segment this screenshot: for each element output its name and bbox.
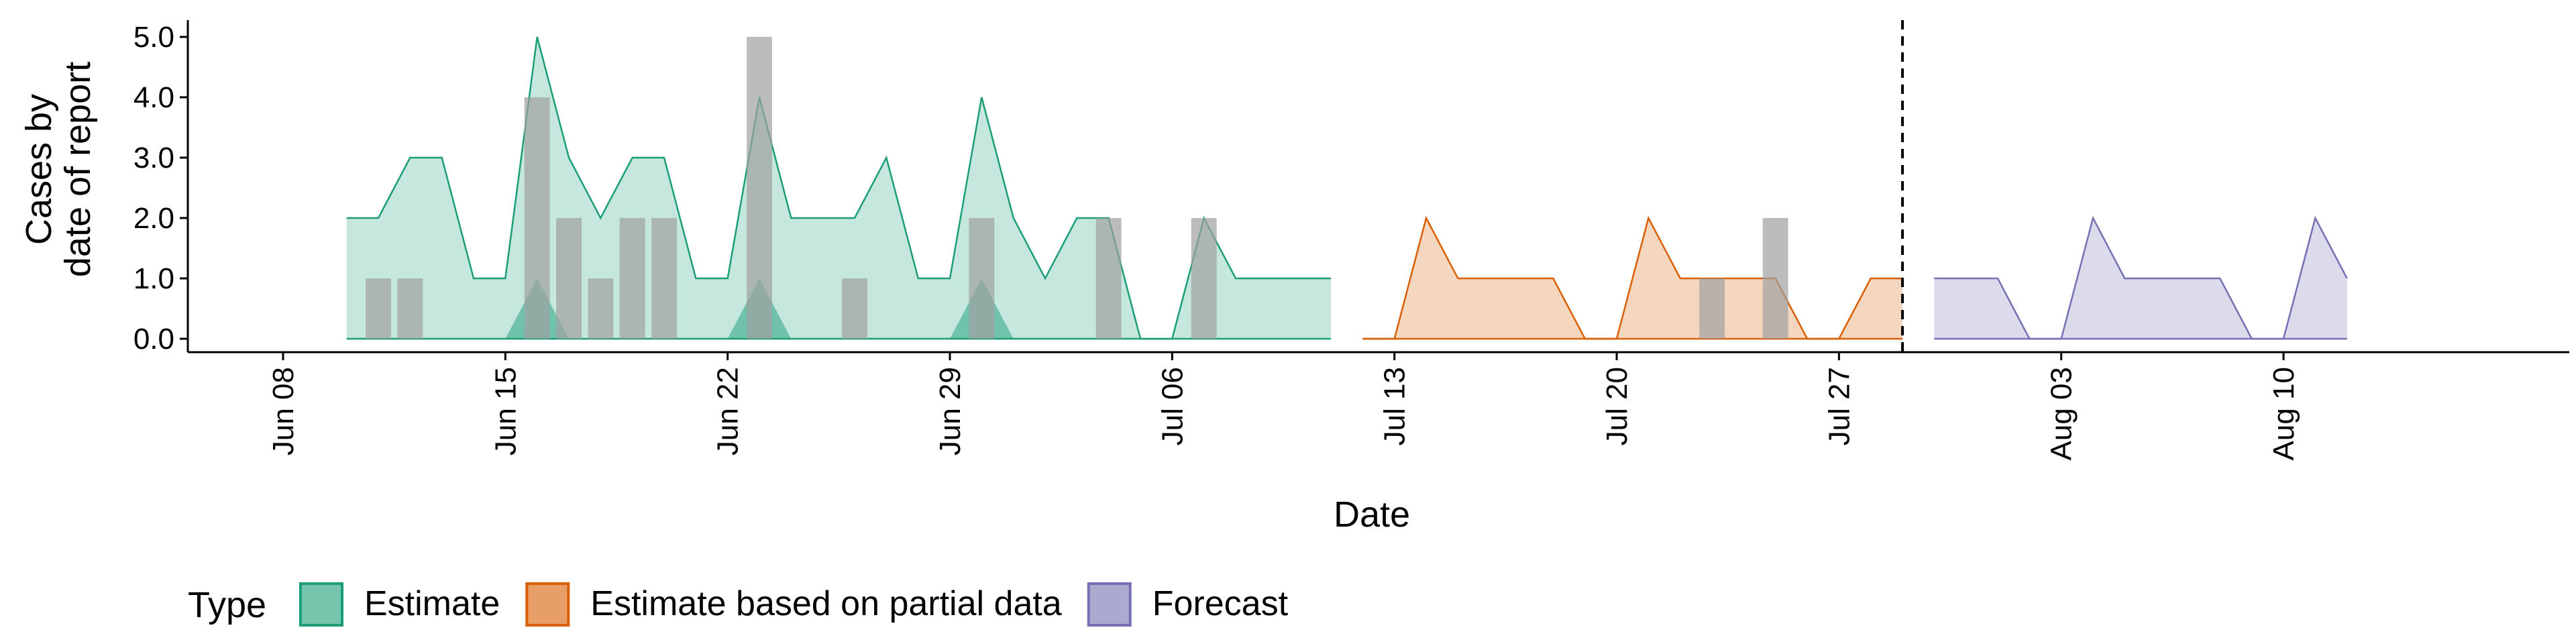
- observed-bar: [366, 278, 391, 339]
- legend-title: Type: [188, 585, 266, 625]
- observed-bar: [1699, 278, 1725, 339]
- observed-bar: [524, 97, 550, 339]
- x-tick-label: Jul 13: [1379, 367, 1411, 445]
- area-layer: [346, 36, 2348, 340]
- observed-bar: [969, 218, 995, 339]
- observed-bar: [397, 278, 423, 339]
- x-tick-label: Jun 29: [934, 367, 967, 455]
- legend-label-estimate-based-on-partial-data: Estimate based on partial data: [590, 584, 1062, 623]
- x-tick-label: Jul 06: [1156, 367, 1189, 445]
- legend-swatch-estimate-based-on-partial-data: [525, 582, 570, 627]
- x-tick-label: Jun 15: [489, 367, 522, 455]
- y-axis-title-line: Cases by: [19, 94, 59, 245]
- x-tick-label: Jun 22: [712, 367, 745, 455]
- legend: Type Estimate Estimate based on partial da…: [188, 582, 1289, 627]
- area-estimate: [346, 37, 1332, 339]
- y-tick-label: 1.0: [133, 262, 174, 295]
- legend-label-forecast: Forecast: [1152, 584, 1289, 623]
- x-tick-label: Jun 08: [267, 367, 300, 455]
- observed-bar: [1191, 218, 1217, 339]
- y-tick-label: 4.0: [133, 81, 174, 114]
- observed-bar: [619, 218, 645, 339]
- observed-bar: [842, 278, 867, 339]
- x-axis-title: Date: [1334, 494, 1410, 535]
- axes: 0.0 1.0 2.0 3.0 4.0 5.0 Jun 08 Jun 15 Jun 22 Jun …: [19, 20, 2569, 535]
- y-axis-title-line: date of report: [58, 62, 98, 277]
- y-tick-label: 2.0: [133, 202, 174, 235]
- y-axis-title: Cases bydate of report: [19, 62, 98, 277]
- observed-bar: [1095, 218, 1122, 339]
- observed-bar: [588, 278, 614, 339]
- observed-bar: [556, 218, 582, 339]
- y-tick-label: 0.0: [133, 323, 174, 356]
- y-tick-label: 3.0: [133, 142, 174, 174]
- x-tick-label: Jul 20: [1601, 367, 1633, 445]
- observed-bar-layer: [366, 37, 1788, 339]
- x-tick-label: Aug 03: [2045, 367, 2078, 460]
- observed-bar: [1762, 218, 1788, 339]
- observed-bar: [651, 218, 677, 339]
- legend-label-estimate: Estimate: [364, 584, 500, 623]
- x-tick-label: Jul 27: [1823, 367, 1856, 445]
- legend-swatch-forecast: [1087, 582, 1132, 627]
- x-tick-label: Aug 10: [2267, 367, 2300, 460]
- legend-swatch-estimate: [299, 582, 343, 627]
- y-tick-label: 5.0: [133, 21, 174, 54]
- observed-bar: [747, 37, 772, 339]
